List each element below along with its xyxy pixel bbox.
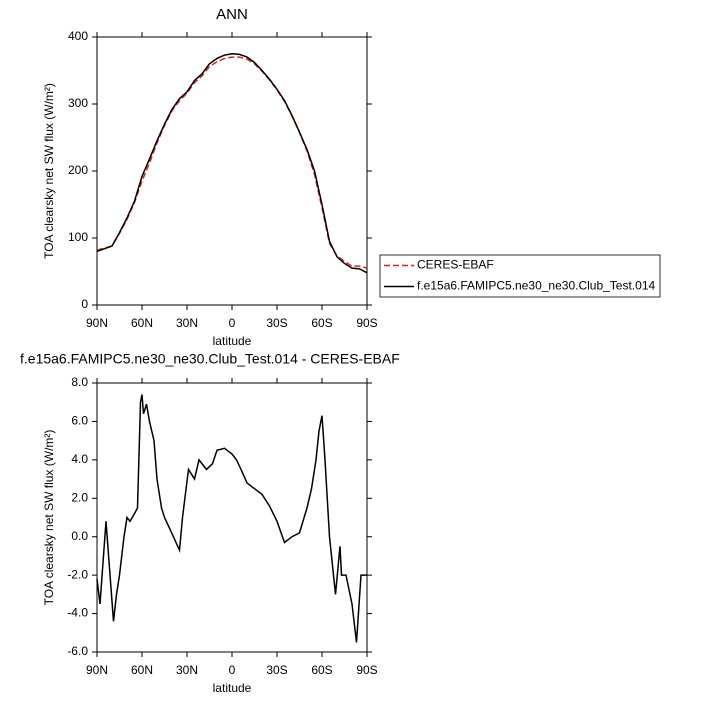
x-tick-label: 30N <box>176 663 198 677</box>
y-tick-label: -4.0 <box>67 606 88 620</box>
x-tick-label: 60N <box>131 316 153 330</box>
y-tick-label: 0 <box>81 297 88 311</box>
x-tick-label: 90N <box>86 316 108 330</box>
plot-frame <box>96 382 368 653</box>
y-tick-label: -2.0 <box>67 567 88 581</box>
y-tick-label: 2.0 <box>71 490 88 504</box>
legend-label: CERES-EBAF <box>417 258 494 272</box>
chart-title: f.e15a6.FAMIPC5.ne30_ne30.Club_Test.014 … <box>20 351 400 367</box>
x-tick-label: 90N <box>86 663 108 677</box>
x-tick-label: 0 <box>229 663 236 677</box>
x-tick-label: 30S <box>266 316 287 330</box>
x-tick-label: 90S <box>356 663 377 677</box>
legend-label: f.e15a6.FAMIPC5.ne30_ne30.Club_Test.014 <box>417 279 655 293</box>
y-tick-label: 4.0 <box>71 452 88 466</box>
chart-title: ANN <box>216 6 248 23</box>
y-tick-label: 400 <box>68 29 88 43</box>
plot-frame <box>96 36 368 306</box>
y-tick-label: 8.0 <box>71 375 88 389</box>
legend-box <box>379 254 661 298</box>
series-line <box>96 52 368 274</box>
x-tick-label: 60N <box>131 663 153 677</box>
y-axis-label: TOA clearsky net SW flux (W/m²) <box>42 83 56 259</box>
y-tick-label: 100 <box>68 230 88 244</box>
y-tick-label: 200 <box>68 163 88 177</box>
y-tick-label: 6.0 <box>71 414 88 428</box>
x-tick-label: 0 <box>229 316 236 330</box>
series-line <box>96 394 367 643</box>
y-axis-label: TOA clearsky net SW flux (W/m²) <box>42 430 56 606</box>
y-tick-label: 0.0 <box>71 529 88 543</box>
series-line <box>96 56 368 269</box>
x-tick-label: 30S <box>266 663 287 677</box>
x-tick-label: 60S <box>311 316 332 330</box>
y-tick-label: -6.0 <box>67 644 88 658</box>
x-tick-label: 90S <box>356 316 377 330</box>
y-tick-label: 300 <box>68 96 88 110</box>
x-axis-label: latitude <box>213 681 252 695</box>
x-axis-label: latitude <box>213 334 252 348</box>
x-tick-label: 30N <box>176 316 198 330</box>
x-tick-label: 60S <box>311 663 332 677</box>
